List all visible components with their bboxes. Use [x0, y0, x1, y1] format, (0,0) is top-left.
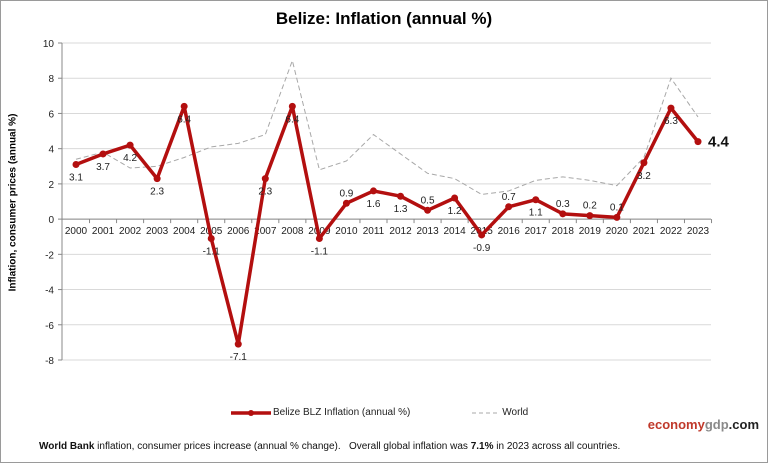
data-label: 1.6 [367, 199, 381, 210]
belize-data-point [424, 206, 432, 214]
belize-data-point [586, 212, 594, 220]
legend-swatch-belize [231, 409, 271, 416]
legend-swatch-world [472, 412, 501, 413]
world-series-line [75, 58, 699, 195]
belize-data-point [478, 231, 486, 239]
data-label: -1.1 [203, 246, 221, 257]
y-tick-label: 10 [43, 39, 55, 50]
data-label: -7.1 [230, 352, 248, 363]
data-label: 2.3 [258, 187, 272, 198]
x-tick-label: 2018 [552, 226, 575, 237]
legend-item-belize: Belize BLZ Inflation (annual %) [229, 407, 410, 418]
y-tick-label: -2 [45, 250, 54, 261]
y-tick-label: 4 [48, 145, 54, 156]
y-axis-label: Inflation, consumer prices (annual %) [7, 113, 19, 292]
data-label: 4.2 [123, 153, 137, 164]
belize-series-line [75, 104, 700, 346]
chart-title: Belize: Inflation (annual %) [275, 9, 493, 28]
data-label: 1.2 [448, 206, 462, 217]
belize-data-point [532, 196, 540, 204]
belize-data-point [667, 104, 675, 112]
x-tick-label: 2022 [660, 226, 683, 237]
y-tick-label: 6 [48, 109, 54, 120]
x-tick-label: 2004 [173, 226, 196, 237]
x-tick-label: 2003 [146, 226, 169, 237]
belize-data-point [99, 150, 107, 158]
belize-data-point [451, 194, 459, 202]
data-label: 0.5 [421, 195, 435, 206]
data-label: 0.2 [583, 201, 597, 212]
belize-data-point [342, 199, 350, 207]
data-label: -1.1 [311, 246, 329, 257]
y-tick-label: 2 [48, 180, 54, 191]
y-tick-label: -8 [45, 356, 54, 367]
x-tick-label: 2011 [363, 226, 385, 237]
belize-data-point [153, 175, 161, 183]
belize-data-point [126, 141, 134, 149]
x-tick-label: 2006 [227, 226, 250, 237]
belize-data-point [261, 175, 269, 183]
belize-data-point [559, 210, 567, 218]
data-label: 6.4 [177, 114, 191, 125]
data-label: 6.4 [285, 114, 299, 125]
data-label: 0.7 [502, 192, 516, 203]
belize-data-point [315, 234, 323, 242]
y-tick-label: 8 [48, 74, 54, 85]
legend-label-belize: Belize BLZ Inflation (annual %) [273, 407, 411, 418]
x-tick-label: 2017 [525, 226, 548, 237]
belize-data-point [234, 340, 242, 348]
legend-label-world: World [502, 407, 529, 418]
x-tick-label: 2002 [119, 226, 142, 237]
data-label: 1.3 [394, 204, 408, 215]
belize-data-point [180, 102, 188, 110]
data-label: 3.1 [69, 173, 83, 184]
belize-data-point [694, 138, 702, 146]
data-label: -0.9 [473, 243, 491, 254]
x-tick-label: 2014 [443, 226, 466, 237]
data-label: 6.3 [664, 116, 678, 127]
x-tick-label: 2008 [281, 226, 304, 237]
y-tick-label: -4 [45, 286, 54, 297]
data-label: 3.7 [96, 162, 110, 173]
data-label: 2.3 [150, 187, 164, 198]
y-tick-label: 0 [48, 215, 54, 226]
belize-data-point [640, 159, 648, 167]
legend-item-world: World [470, 407, 528, 418]
x-tick-label: 2012 [389, 226, 412, 237]
x-tick-label: 2019 [579, 226, 602, 237]
last-value-label: 4.4 [708, 134, 730, 151]
x-tick-label: 2023 [687, 226, 710, 237]
data-label: 0.3 [556, 199, 570, 210]
footer-note: World Bank inflation, consumer prices in… [39, 441, 621, 452]
x-tick-label: 2016 [498, 226, 521, 237]
belize-data-point [505, 203, 513, 211]
x-tick-label: 2000 [65, 226, 88, 237]
y-tick-label: -6 [45, 321, 54, 332]
x-tick-label: 2021 [633, 226, 656, 237]
data-label: 3.2 [637, 171, 651, 182]
x-tick-label: 2007 [254, 226, 277, 237]
belize-data-point [613, 213, 621, 221]
belize-data-point [72, 161, 80, 169]
belize-data-point [288, 102, 296, 110]
data-label: 0.1 [610, 202, 624, 213]
x-tick-label: 2001 [92, 226, 115, 237]
belize-data-point [369, 187, 377, 195]
brand-watermark: economygdp.com [647, 417, 759, 432]
x-tick-label: 2013 [416, 226, 439, 237]
data-label: 1.1 [529, 208, 543, 219]
belize-data-point [207, 234, 215, 242]
x-tick-label: 2020 [606, 226, 629, 237]
data-label: 0.9 [339, 188, 353, 199]
belize-data-point [397, 192, 405, 200]
legend: Belize BLZ Inflation (annual %) World [229, 407, 588, 418]
x-tick-label: 2010 [335, 226, 358, 237]
